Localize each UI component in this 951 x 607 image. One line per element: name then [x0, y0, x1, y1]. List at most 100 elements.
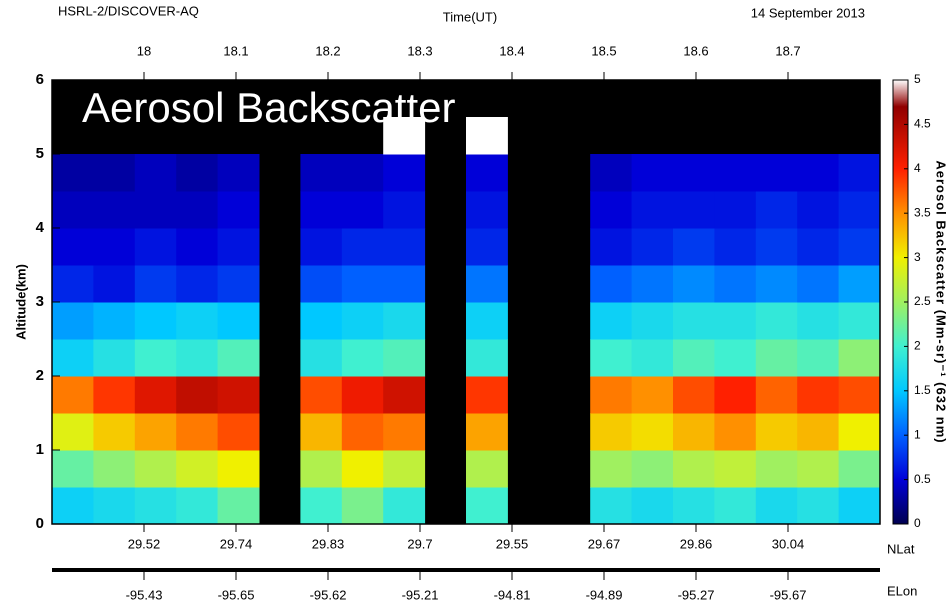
heatmap-cell	[839, 265, 881, 303]
heatmap-cell	[756, 413, 798, 451]
heatmap-cell	[466, 302, 508, 340]
heatmap-cell	[839, 376, 881, 414]
colorbar-tick-label: 4	[914, 161, 921, 175]
heatmap-cell	[756, 154, 798, 192]
heatmap-cell	[52, 191, 94, 229]
heatmap-cell	[300, 154, 342, 192]
elon-tick-label: -95.65	[218, 587, 255, 602]
heatmap-cell	[466, 339, 508, 377]
heatmap-cell	[300, 376, 342, 414]
heatmap-cell	[93, 228, 135, 266]
heatmap-cell	[342, 450, 384, 488]
heatmap-cell	[632, 265, 674, 303]
nlat-label: NLat	[887, 541, 915, 556]
heatmap-cell	[300, 265, 342, 303]
heatmap-cell	[714, 487, 756, 525]
heatmap-cell	[632, 376, 674, 414]
heatmap-cell	[342, 302, 384, 340]
colorbar-tick-label: 3	[914, 250, 921, 264]
heatmap-cell	[632, 487, 674, 525]
heatmap-cell	[673, 450, 715, 488]
heatmap-cell	[300, 450, 342, 488]
y-tick-label: 4	[36, 219, 45, 236]
heatmap-cell	[466, 154, 508, 192]
heatmap-cell	[383, 265, 425, 303]
heatmap-cell	[797, 339, 839, 377]
heatmap-cell	[176, 302, 218, 340]
y-tick-label: 5	[36, 145, 44, 162]
heatmap-cell	[797, 228, 839, 266]
heatmap-cell	[176, 450, 218, 488]
heatmap-cell	[176, 413, 218, 451]
nlat-tick-label: 29.7	[407, 536, 432, 551]
heatmap-cell	[839, 191, 881, 229]
elon-tick-label: -94.81	[494, 587, 531, 602]
heatmap-cell	[714, 191, 756, 229]
heatmap-cell	[466, 228, 508, 266]
heatmap-cell	[383, 191, 425, 229]
heatmap-cell	[135, 339, 177, 377]
heatmap-cell	[135, 228, 177, 266]
heatmap-cell	[466, 191, 508, 229]
heatmap-cell	[93, 450, 135, 488]
heatmap-cell	[756, 228, 798, 266]
colorbar-tick-label: 0.5	[914, 472, 931, 486]
heatmap-cell	[93, 154, 135, 192]
heatmap-cell	[383, 302, 425, 340]
heatmap-cell	[135, 154, 177, 192]
heatmap-cell	[590, 302, 632, 340]
heatmap-cell	[673, 154, 715, 192]
heatmap-cell	[218, 154, 260, 192]
x-tick-label: 18.2	[315, 43, 340, 58]
heatmap-cell	[839, 228, 881, 266]
nlat-tick-label: 29.74	[220, 536, 253, 551]
heatmap-cell	[632, 191, 674, 229]
heatmap-cell	[300, 487, 342, 525]
colorbar-tick-label: 4.5	[914, 117, 931, 131]
heatmap-cell	[176, 191, 218, 229]
heatmap-cell	[839, 339, 881, 377]
heatmap-cell	[466, 450, 508, 488]
heatmap-cell	[632, 154, 674, 192]
heatmap-cell	[590, 154, 632, 192]
heatmap-cell	[673, 487, 715, 525]
heatmap-cell	[383, 376, 425, 414]
heatmap-cell	[135, 487, 177, 525]
y-tick-label: 0	[36, 515, 44, 532]
heatmap-cell	[300, 302, 342, 340]
heatmap-cell	[52, 413, 94, 451]
heatmap-cell	[52, 339, 94, 377]
heatmap-cell	[93, 339, 135, 377]
heatmap-cell	[93, 302, 135, 340]
heatmap-cell	[714, 450, 756, 488]
heatmap-cell	[632, 413, 674, 451]
heatmap-cell	[797, 302, 839, 340]
heatmap-cell	[383, 228, 425, 266]
y-tick-label: 3	[36, 293, 44, 310]
x-tick-label: 18.5	[591, 43, 616, 58]
heatmap-cell	[590, 487, 632, 525]
heatmap-cell	[590, 228, 632, 266]
heatmap-cell	[135, 191, 177, 229]
heatmap-cell	[839, 450, 881, 488]
heatmap-cell	[673, 302, 715, 340]
heatmap-cell	[797, 376, 839, 414]
heatmap-cell	[218, 265, 260, 303]
heatmap-cell	[218, 191, 260, 229]
colorbar-tick-label: 2	[914, 339, 921, 353]
heatmap-cell	[135, 376, 177, 414]
colorbar-tick-label: 2.5	[914, 294, 931, 308]
heatmap-cell	[590, 376, 632, 414]
heatmap-cell	[218, 339, 260, 377]
heatmap-cell	[135, 302, 177, 340]
elon-tick-label: -95.67	[770, 587, 807, 602]
heatmap-cell	[93, 413, 135, 451]
heatmap-cell	[756, 302, 798, 340]
heatmap-cell	[797, 413, 839, 451]
heatmap-cell	[135, 265, 177, 303]
heatmap-cell	[342, 228, 384, 266]
heatmap-cell	[590, 450, 632, 488]
heatmap-cell	[673, 339, 715, 377]
heatmap-cell	[135, 413, 177, 451]
heatmap-cell	[797, 450, 839, 488]
